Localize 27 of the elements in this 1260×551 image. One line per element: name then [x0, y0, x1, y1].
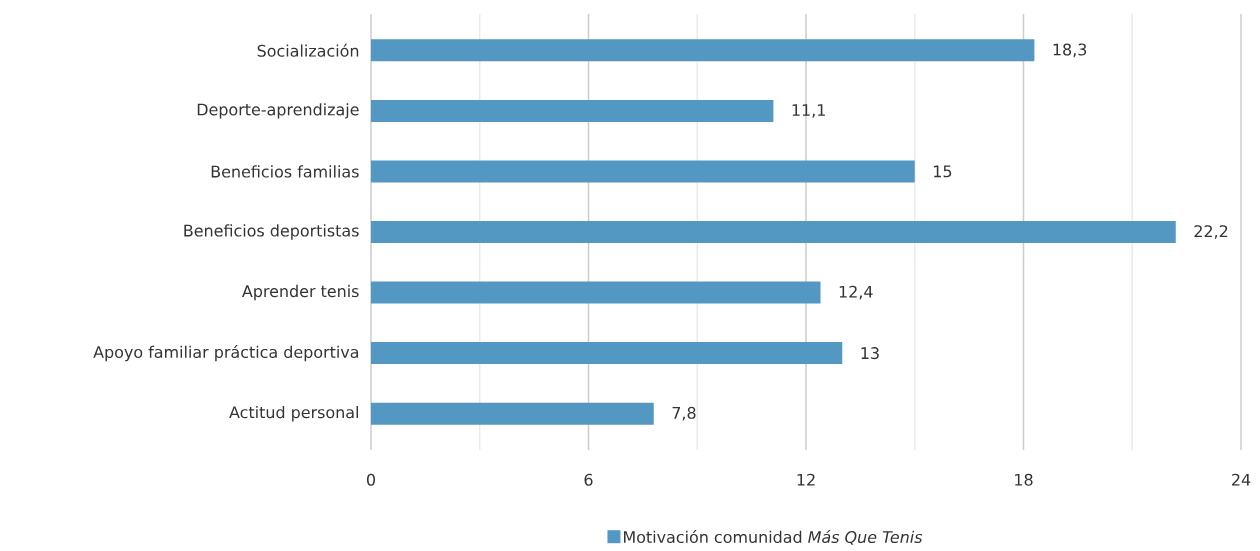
bar: [371, 160, 915, 183]
data-label: 22,2: [1194, 225, 1228, 239]
data-label: 12,4: [839, 285, 873, 300]
y-tick-label: Actitud personal: [229, 405, 358, 422]
bar: [371, 342, 843, 365]
data-label: 11,1: [792, 104, 825, 118]
y-tick-label: Beneficios familias: [211, 165, 359, 178]
y-tick-label: Socialización: [257, 43, 359, 57]
data-label: 7,8: [672, 406, 696, 421]
bar: [371, 402, 654, 425]
data-label: 18,3: [1053, 43, 1087, 58]
bar: [371, 99, 774, 122]
y-tick-label: Aprender tenis: [242, 284, 359, 301]
bar: [371, 281, 821, 304]
bar: [371, 39, 1035, 62]
data-label: 15: [934, 165, 952, 178]
x-tick-label: 24: [1232, 473, 1251, 486]
x-tick-label: 6: [584, 473, 593, 486]
y-tick-label: Beneficios deportistas: [184, 224, 359, 240]
x-tick-label: 0: [366, 473, 376, 486]
y-tick-label: Deporte-aprendizaje: [197, 103, 359, 119]
legend-label: Motivación comunidad Más Que Tenis: [624, 530, 923, 545]
y-tick-label: Apoyo familiar práctica deportiva: [93, 345, 359, 362]
bar: [371, 221, 1176, 243]
data-label: 13: [861, 347, 879, 360]
x-tick-label: 18: [1015, 473, 1033, 486]
x-tick-label: 12: [797, 473, 815, 486]
